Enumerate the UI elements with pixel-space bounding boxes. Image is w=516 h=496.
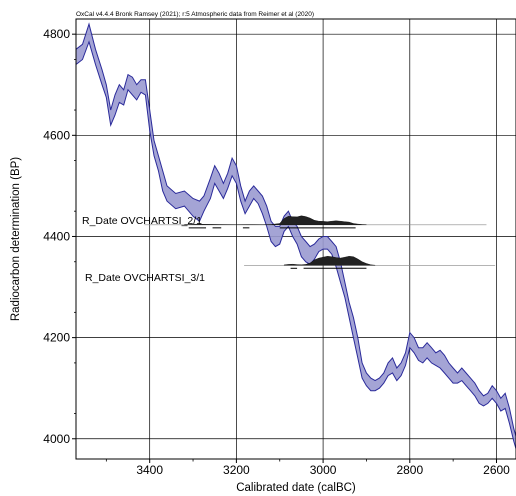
y-axis-title: Radiocarbon determination (BP): [10, 157, 22, 321]
x-tick-label: 2800: [396, 463, 423, 477]
y-tick-label: 4400: [43, 229, 70, 243]
annotation-label: R_Date OVCHARTSI_3/1: [85, 272, 205, 284]
annotation-label: R_Date OVCHARTSI_2/1: [82, 215, 202, 227]
x-tick-label: 2600: [483, 463, 510, 477]
plot-frame: [75, 18, 516, 460]
posterior-density: [184, 215, 367, 225]
y-tick-label: 4600: [43, 128, 70, 142]
calibration-band: [76, 24, 516, 449]
y-tick-label: 4200: [43, 331, 70, 345]
posterior-density: [283, 256, 376, 266]
y-tick-label: 4000: [43, 432, 70, 446]
chart-header: OxCal v4.4.4 Bronk Ramsey (2021); r:5 At…: [76, 11, 315, 18]
x-tick-label: 3200: [223, 463, 250, 477]
y-tick-label: 4800: [43, 27, 70, 41]
x-tick-label: 3000: [310, 463, 337, 477]
calibration-upper-edge: [75, 22, 516, 437]
x-tick-label: 3400: [136, 463, 163, 477]
x-axis-title: Calibrated date (calBC): [236, 482, 356, 494]
